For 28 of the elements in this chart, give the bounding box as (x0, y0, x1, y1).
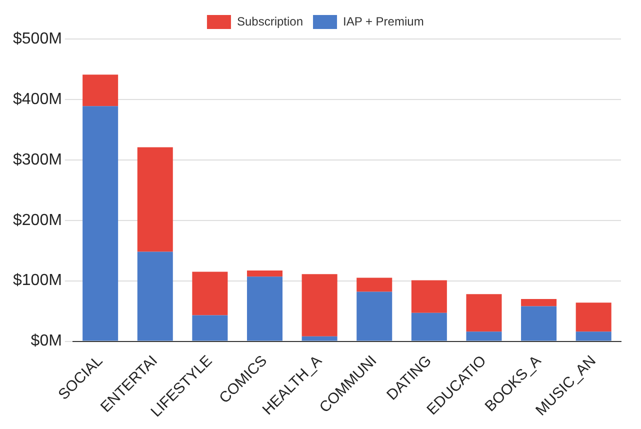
bar (82, 106, 118, 341)
y-tick-label: $200M (13, 212, 62, 229)
legend-label: Subscription (236, 14, 304, 28)
bar (356, 278, 392, 292)
bar (82, 74, 118, 106)
bar (576, 302, 612, 332)
bar (466, 332, 502, 341)
bar (466, 294, 502, 332)
y-tick-label: $500M (13, 30, 62, 48)
bar (192, 272, 228, 316)
bar (302, 336, 338, 341)
y-tick-label: $0M (30, 332, 62, 350)
bar (576, 332, 612, 341)
bar (192, 315, 228, 341)
legend-label: IAP + Premium (343, 14, 424, 28)
bar (246, 270, 283, 277)
y-tick-label: $100M (13, 272, 62, 290)
bar (411, 280, 447, 313)
bar (137, 147, 173, 252)
y-tick-label: $400M (13, 90, 62, 108)
bar (521, 298, 557, 306)
bar (246, 276, 283, 341)
bar (356, 292, 392, 341)
bar (302, 274, 338, 336)
bar (521, 306, 557, 341)
bar (137, 252, 173, 341)
bar (411, 312, 447, 341)
y-tick-label: $300M (13, 151, 62, 168)
